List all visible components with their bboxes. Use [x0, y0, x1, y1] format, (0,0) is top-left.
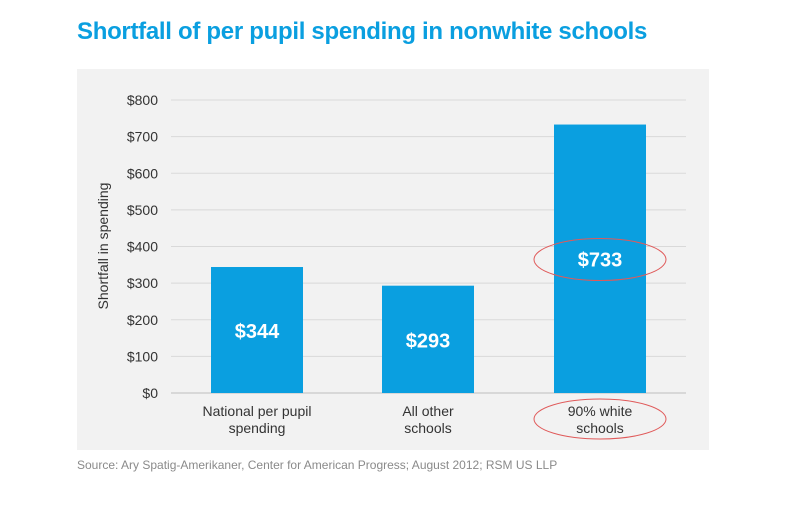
- highlight-ring-value: [533, 238, 667, 282]
- y-tick-label: $200: [127, 312, 158, 328]
- bar-value-label: $293: [406, 330, 451, 352]
- y-tick-label: $400: [127, 239, 158, 255]
- y-axis-label: Shortfall in spending: [95, 183, 111, 310]
- x-category-label: All other: [402, 403, 454, 419]
- bar: [382, 285, 474, 393]
- y-tick-label: $0: [142, 385, 158, 401]
- y-tick-label: $500: [127, 202, 158, 218]
- bar: [554, 124, 646, 393]
- x-category-label: schools: [404, 420, 451, 436]
- y-tick-label: $600: [127, 165, 158, 181]
- y-tick-label: $800: [127, 92, 158, 108]
- chart-title: Shortfall of per pupil spending in nonwh…: [77, 18, 648, 45]
- x-category-label: National per pupil: [203, 403, 312, 419]
- x-category-label: spending: [229, 420, 286, 436]
- bar: [211, 267, 303, 393]
- bar-value-label: $733: [578, 250, 623, 272]
- x-category-label: 90% white: [568, 403, 633, 419]
- y-tick-label: $100: [127, 348, 158, 364]
- highlight-ring-category: [533, 398, 667, 440]
- bar-value-label: $344: [235, 321, 280, 343]
- y-tick-label: $700: [127, 129, 158, 145]
- y-tick-label: $300: [127, 275, 158, 291]
- source-note: Source: Ary Spatig-Amerikaner, Center fo…: [77, 458, 558, 472]
- x-category-label: schools: [576, 420, 623, 436]
